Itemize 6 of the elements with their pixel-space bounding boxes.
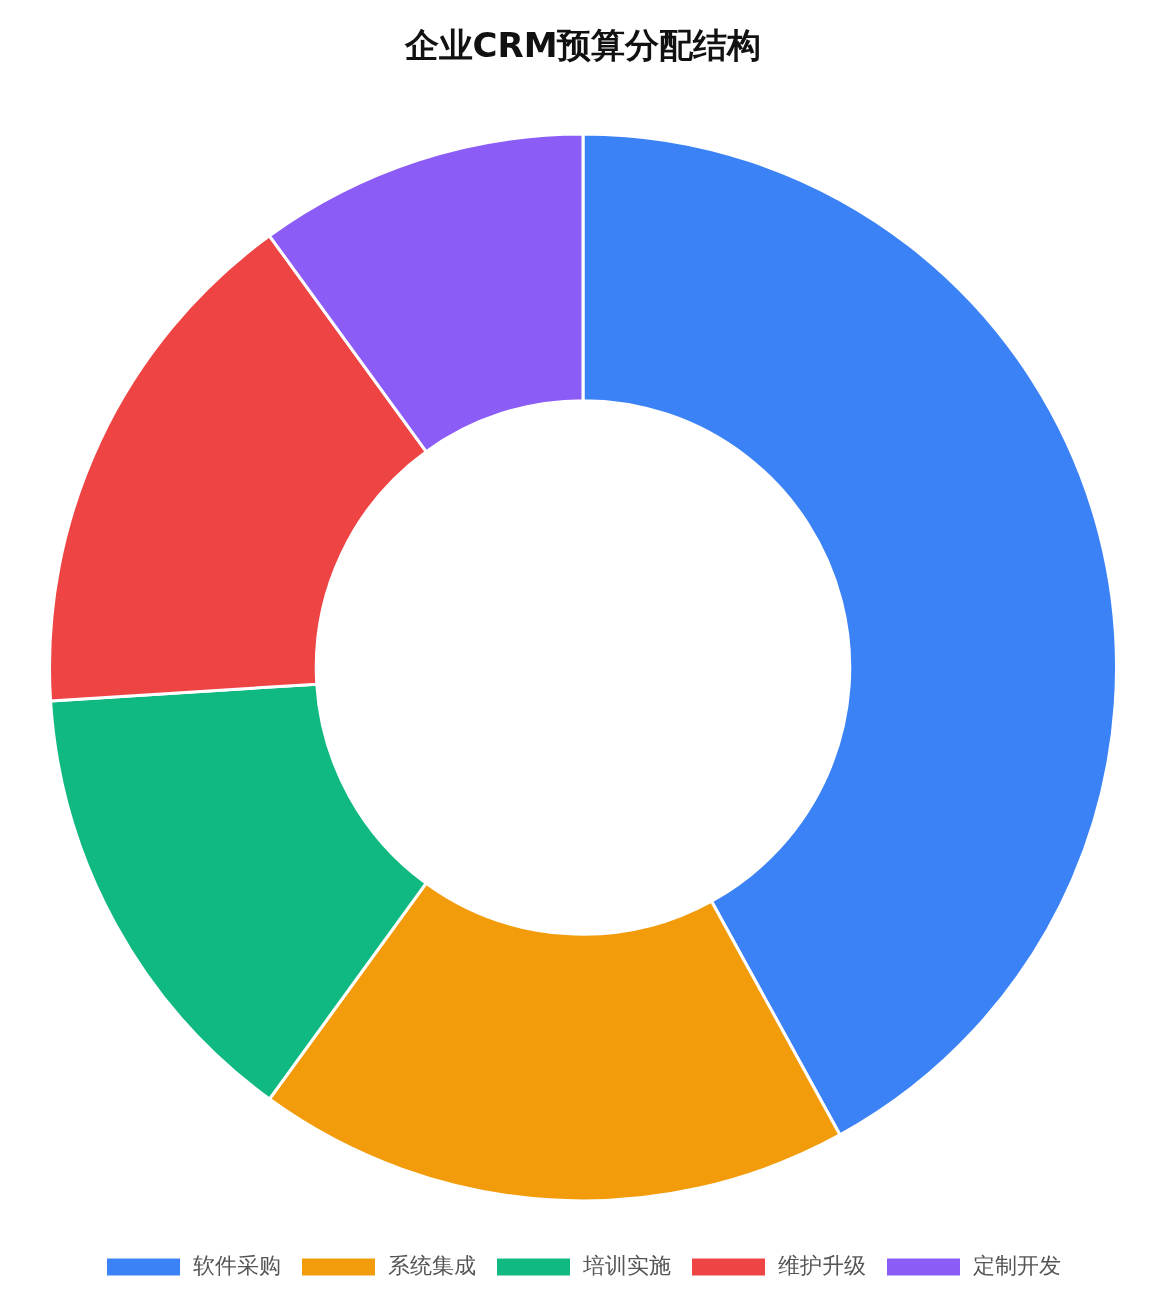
legend-label: 培训实施 (581, 1252, 671, 1278)
chart-title: 企业CRM预算分配结构 (403, 25, 762, 66)
legend-label: 软件采购 (192, 1252, 281, 1278)
legend-label: 系统集成 (387, 1252, 476, 1278)
legend-label: 定制开发 (972, 1252, 1061, 1278)
legend-label: 维护升级 (777, 1252, 866, 1278)
